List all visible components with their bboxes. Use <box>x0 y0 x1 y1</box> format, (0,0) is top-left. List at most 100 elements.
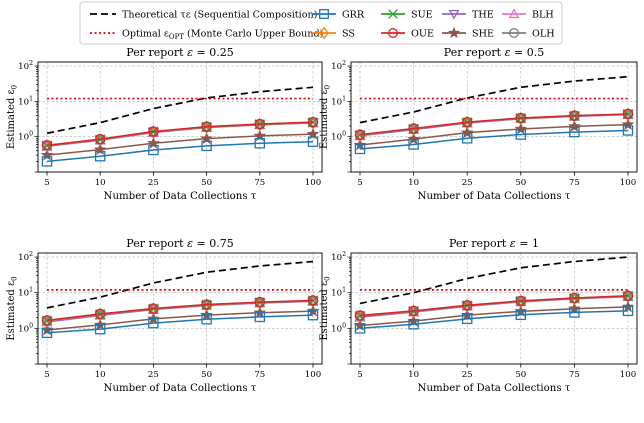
legend-label-sue: SUE <box>411 10 433 21</box>
series-sue <box>41 117 319 151</box>
data-point-ss <box>461 116 473 130</box>
series-line-grr <box>46 140 314 163</box>
y-tick-label: 100 <box>18 131 33 143</box>
legend-label-text: OLH <box>532 29 555 40</box>
data-point-oue <box>461 116 473 128</box>
x-tick-label: 25 <box>148 370 159 380</box>
legend-label-text-rest: (Monte Carlo Upper Bound) <box>184 29 323 40</box>
legend-entry-optimal: Optimal εOPT (Monte Carlo Upper Bound) <box>90 29 323 41</box>
data-point-grr <box>94 150 106 162</box>
data-point-oue <box>254 118 266 130</box>
y-axis-label: Estimated ε0 <box>6 276 19 340</box>
data-point-ss <box>461 299 473 313</box>
y-tick-label: 100 <box>331 131 346 143</box>
series-line-ss <box>46 300 314 322</box>
legend-entry-blh: BLH <box>502 8 554 21</box>
y-tick-label: 102 <box>331 251 346 263</box>
data-point-ss <box>408 122 420 136</box>
data-point-oue <box>254 296 266 308</box>
series-oue <box>354 108 634 140</box>
series-oue <box>41 295 319 326</box>
series-line-theory <box>359 75 629 124</box>
series-line-she <box>46 310 314 331</box>
series-ss <box>41 116 319 153</box>
panel-4: 5 10 25 50 75 100 100 101 102 Per report ε = 1 Num… <box>319 237 638 394</box>
legend-label-text: GRR <box>342 10 365 21</box>
y-axis-label: Estimated ε0 <box>6 85 19 149</box>
legend-label-text: OUE <box>411 29 434 40</box>
series-line-blh <box>359 296 629 318</box>
axes-frame <box>37 61 323 173</box>
data-point-ss <box>307 294 319 308</box>
series-she <box>353 117 635 151</box>
legend-label-the: THE <box>472 10 494 21</box>
legend-label-theory: Theoretical τε (Sequential Composition) <box>122 10 317 21</box>
data-point-ss <box>408 304 420 318</box>
data-point-grr <box>408 319 419 330</box>
y-tick-label: 100 <box>18 322 33 334</box>
legend-label-text: SHE <box>472 29 494 40</box>
series-theory <box>359 75 629 124</box>
data-point-ss <box>201 120 213 134</box>
data-point-oue <box>41 140 53 151</box>
legend-entry-ss: SS <box>312 26 355 40</box>
data-point-oue <box>354 310 366 321</box>
data-point-oue <box>307 116 319 128</box>
series-line-theory <box>359 256 629 305</box>
panel-title: Per report ε = 0.25 <box>126 46 233 59</box>
series-line-she <box>359 306 629 327</box>
series-oue <box>41 116 319 151</box>
y-tick-label: 102 <box>18 251 33 263</box>
legend-label-text: Optimal ε <box>122 29 169 40</box>
data-point-oue <box>408 123 419 134</box>
data-point-oue <box>622 108 634 120</box>
x-tick-label: 5 <box>44 178 49 188</box>
series-theory <box>46 260 314 309</box>
x-tick-label: 50 <box>515 178 526 188</box>
x-axis-label: Number of Data Collections τ <box>418 191 571 202</box>
data-point-ss <box>94 133 106 147</box>
legend-marker-ss <box>318 26 330 40</box>
data-point-grr <box>515 129 527 140</box>
data-point-ss <box>354 309 366 323</box>
legend-label-subscript: OPT <box>169 33 184 41</box>
legend-entry-oue: OUE <box>381 28 434 40</box>
data-point-oue <box>408 305 419 317</box>
data-point-oue <box>307 295 319 306</box>
x-tick-label: 25 <box>462 370 473 380</box>
legend-marker-sue <box>388 9 398 19</box>
series-line-oue <box>46 299 314 322</box>
grid <box>351 253 637 364</box>
x-tick-label: 5 <box>357 178 362 188</box>
series-oue <box>354 290 634 321</box>
series-line-she <box>359 123 629 146</box>
data-point-she <box>306 127 320 140</box>
data-point-oue <box>94 133 106 145</box>
axes-frame <box>350 61 638 173</box>
legend-label-oue: OUE <box>411 29 434 40</box>
series-line-oue <box>359 113 629 136</box>
data-point-grr <box>622 125 634 136</box>
data-point-ss <box>41 139 53 153</box>
legend-label-ss: SS <box>342 29 355 40</box>
data-point-she <box>460 126 474 139</box>
legend-label-text: BLH <box>532 10 554 21</box>
data-point-ss <box>515 294 527 308</box>
data-point-ss <box>254 296 266 310</box>
y-tick-label: 101 <box>18 287 33 299</box>
data-point-ss <box>622 289 634 303</box>
data-point-oue <box>569 110 580 121</box>
series-olh <box>354 108 634 141</box>
data-point-the <box>354 131 366 142</box>
data-point-grr <box>569 307 580 318</box>
data-point-ss <box>354 128 366 142</box>
x-tick-label: 10 <box>95 370 106 380</box>
data-point-ss <box>147 302 159 316</box>
panel-1: 5 10 25 50 75 100 100 101 102 Per report ε = 0.25… <box>6 46 323 202</box>
series-theory <box>46 86 314 135</box>
series-grr <box>354 305 634 334</box>
data-point-oue <box>569 292 580 304</box>
series-line-oue <box>46 121 314 147</box>
series-line-theory <box>46 260 314 309</box>
series-line-the <box>46 300 314 323</box>
